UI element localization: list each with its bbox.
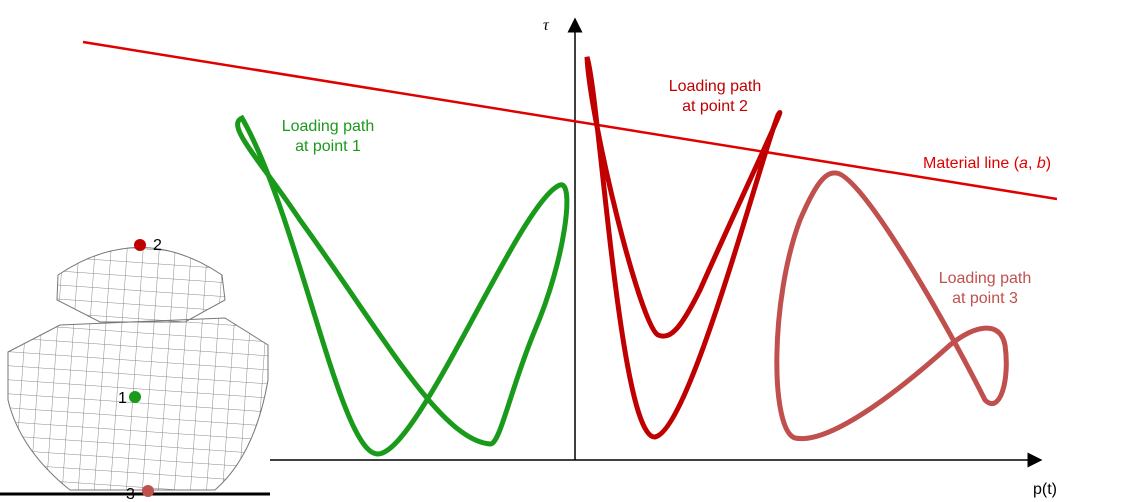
label-line: Loading path [939,270,1032,287]
mesh: 1 2 3 [0,237,270,502]
label-line: at point 3 [952,290,1018,307]
mesh-crown [57,248,225,323]
point-3 [142,485,154,497]
label-part: ) [1046,155,1051,172]
path-label: Loading path at point 3 [939,270,1032,307]
path-label: Loading path at point 2 [669,78,762,115]
y-axis-label: τ [543,17,550,34]
point-1 [129,391,141,403]
point-2 [134,239,146,251]
label-line: at point 1 [295,138,361,155]
point-label: 1 [118,390,127,407]
label-line: Loading path [282,118,375,135]
material-line [83,42,1057,199]
loading-path-1 [238,118,567,454]
x-axis-label: p(t) [1033,481,1057,498]
point-label: 2 [153,237,162,254]
path-label: Loading path at point 1 [282,118,375,155]
label-part: b [1037,155,1046,172]
label-part: Material line ( [923,155,1020,172]
label-part: , [1028,155,1037,172]
diagram: 1 2 3 τ p(t) Material line (a, b) Loadin… [0,0,1145,502]
label-line: Loading path [669,78,762,95]
point-label: 3 [126,486,135,502]
mesh-body [8,318,268,490]
label-line: at point 2 [682,98,748,115]
material-line-label: Material line (a, b) [923,155,1051,172]
label-part: a [1019,155,1028,172]
